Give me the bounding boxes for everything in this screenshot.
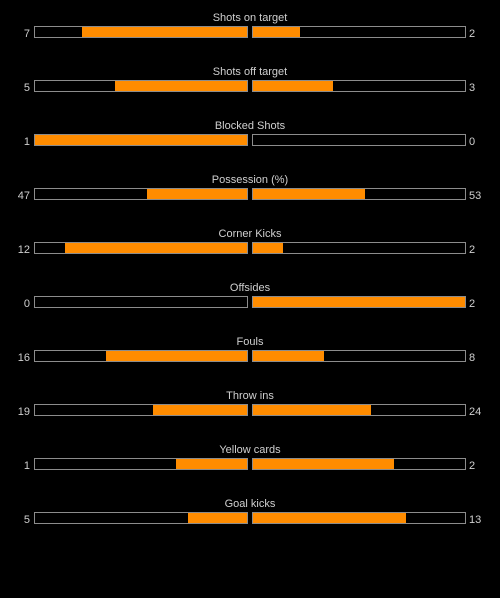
home-value: 5 [23, 514, 30, 526]
away-value: 2 [469, 244, 476, 256]
away-value: 0 [469, 136, 476, 148]
away-bar [252, 188, 466, 200]
away-bar-fill [253, 27, 300, 37]
home-bar-fill [114, 81, 247, 91]
away-bar [252, 512, 466, 524]
away-bar [252, 80, 466, 92]
stat-label: Goal kicks [224, 498, 276, 510]
stat-label: Fouls [236, 336, 264, 348]
home-value: 0 [23, 298, 30, 310]
stat-row-6: Fouls 16 8 [0, 335, 500, 389]
home-value: 5 [23, 82, 30, 94]
away-bar [252, 404, 466, 416]
home-bar-fill [188, 513, 247, 523]
stat-label: Corner Kicks [218, 228, 282, 240]
stat-row-9: Goal kicks 5 13 [0, 497, 500, 551]
stat-row-2: Blocked Shots 1 0 [0, 119, 500, 173]
home-bar-fill [147, 189, 247, 199]
away-bar [252, 26, 466, 38]
home-value: 19 [17, 406, 30, 418]
away-value: 24 [469, 406, 482, 418]
home-bar-fill [176, 459, 247, 469]
stat-label: Shots off target [212, 66, 288, 78]
home-value: 12 [17, 244, 30, 256]
stat-label: Throw ins [226, 390, 274, 402]
away-bar [252, 458, 466, 470]
stat-label: Yellow cards [219, 444, 281, 456]
home-bar [34, 188, 248, 200]
home-bar [34, 26, 248, 38]
home-bar [34, 350, 248, 362]
stat-label: Offsides [229, 282, 271, 294]
home-bar [34, 296, 248, 308]
home-bar [34, 242, 248, 254]
home-value: 7 [23, 28, 30, 40]
away-bar-fill [253, 351, 324, 361]
away-bar-fill [253, 297, 465, 307]
away-value: 2 [469, 28, 476, 40]
stat-row-1: Shots off target 5 3 [0, 65, 500, 119]
stat-row-4: Corner Kicks 12 2 [0, 227, 500, 281]
stat-label: Possession (%) [211, 174, 289, 186]
away-bar-fill [253, 513, 407, 523]
home-bar [34, 134, 248, 146]
stat-row-0: Shots on target 7 2 [0, 11, 500, 65]
home-value: 1 [23, 136, 30, 148]
stat-row-8: Yellow cards 1 2 [0, 443, 500, 497]
stat-row-3: Possession (%) 47 53 [0, 173, 500, 227]
away-value: 53 [469, 190, 482, 202]
home-bar [34, 512, 248, 524]
home-value: 47 [17, 190, 30, 202]
away-bar [252, 242, 466, 254]
home-bar-fill [105, 351, 247, 361]
away-bar-fill [253, 459, 395, 469]
stat-label: Blocked Shots [214, 120, 286, 132]
home-bar-fill [35, 135, 247, 145]
away-bar-fill [253, 81, 333, 91]
stat-row-7: Throw ins 19 24 [0, 389, 500, 443]
home-bar-fill [65, 243, 247, 253]
home-bar [34, 458, 248, 470]
away-bar-fill [253, 243, 284, 253]
stat-row-5: Offsides 0 2 [0, 281, 500, 335]
stat-label: Shots on target [212, 12, 288, 24]
match-stats-panel: Shots on target 7 2 Shots off target 5 3… [0, 11, 500, 551]
home-bar [34, 404, 248, 416]
away-bar [252, 350, 466, 362]
home-bar-fill [153, 405, 247, 415]
away-value: 13 [469, 514, 482, 526]
home-bar-fill [81, 27, 247, 37]
home-bar [34, 80, 248, 92]
away-bar [252, 296, 466, 308]
home-value: 16 [17, 352, 30, 364]
away-value: 8 [469, 352, 476, 364]
away-value: 3 [469, 82, 476, 94]
away-value: 2 [469, 298, 476, 310]
away-value: 2 [469, 460, 476, 472]
away-bar-fill [253, 405, 372, 415]
away-bar [252, 134, 466, 146]
home-value: 1 [23, 460, 30, 472]
away-bar-fill [253, 189, 366, 199]
